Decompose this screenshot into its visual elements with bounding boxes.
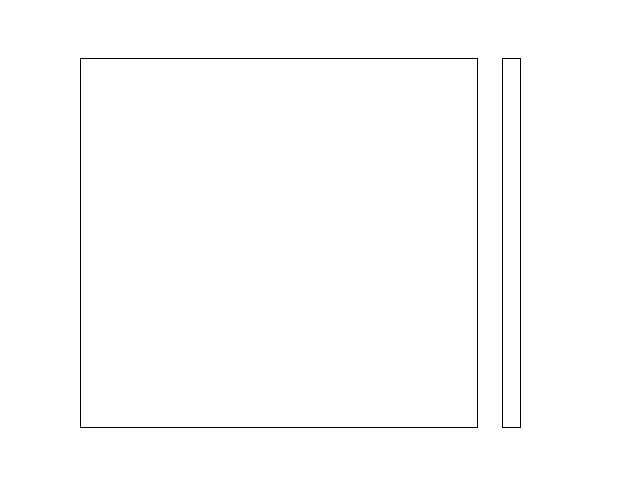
ionogram-heatmap — [80, 58, 477, 427]
colorbar — [502, 58, 520, 427]
